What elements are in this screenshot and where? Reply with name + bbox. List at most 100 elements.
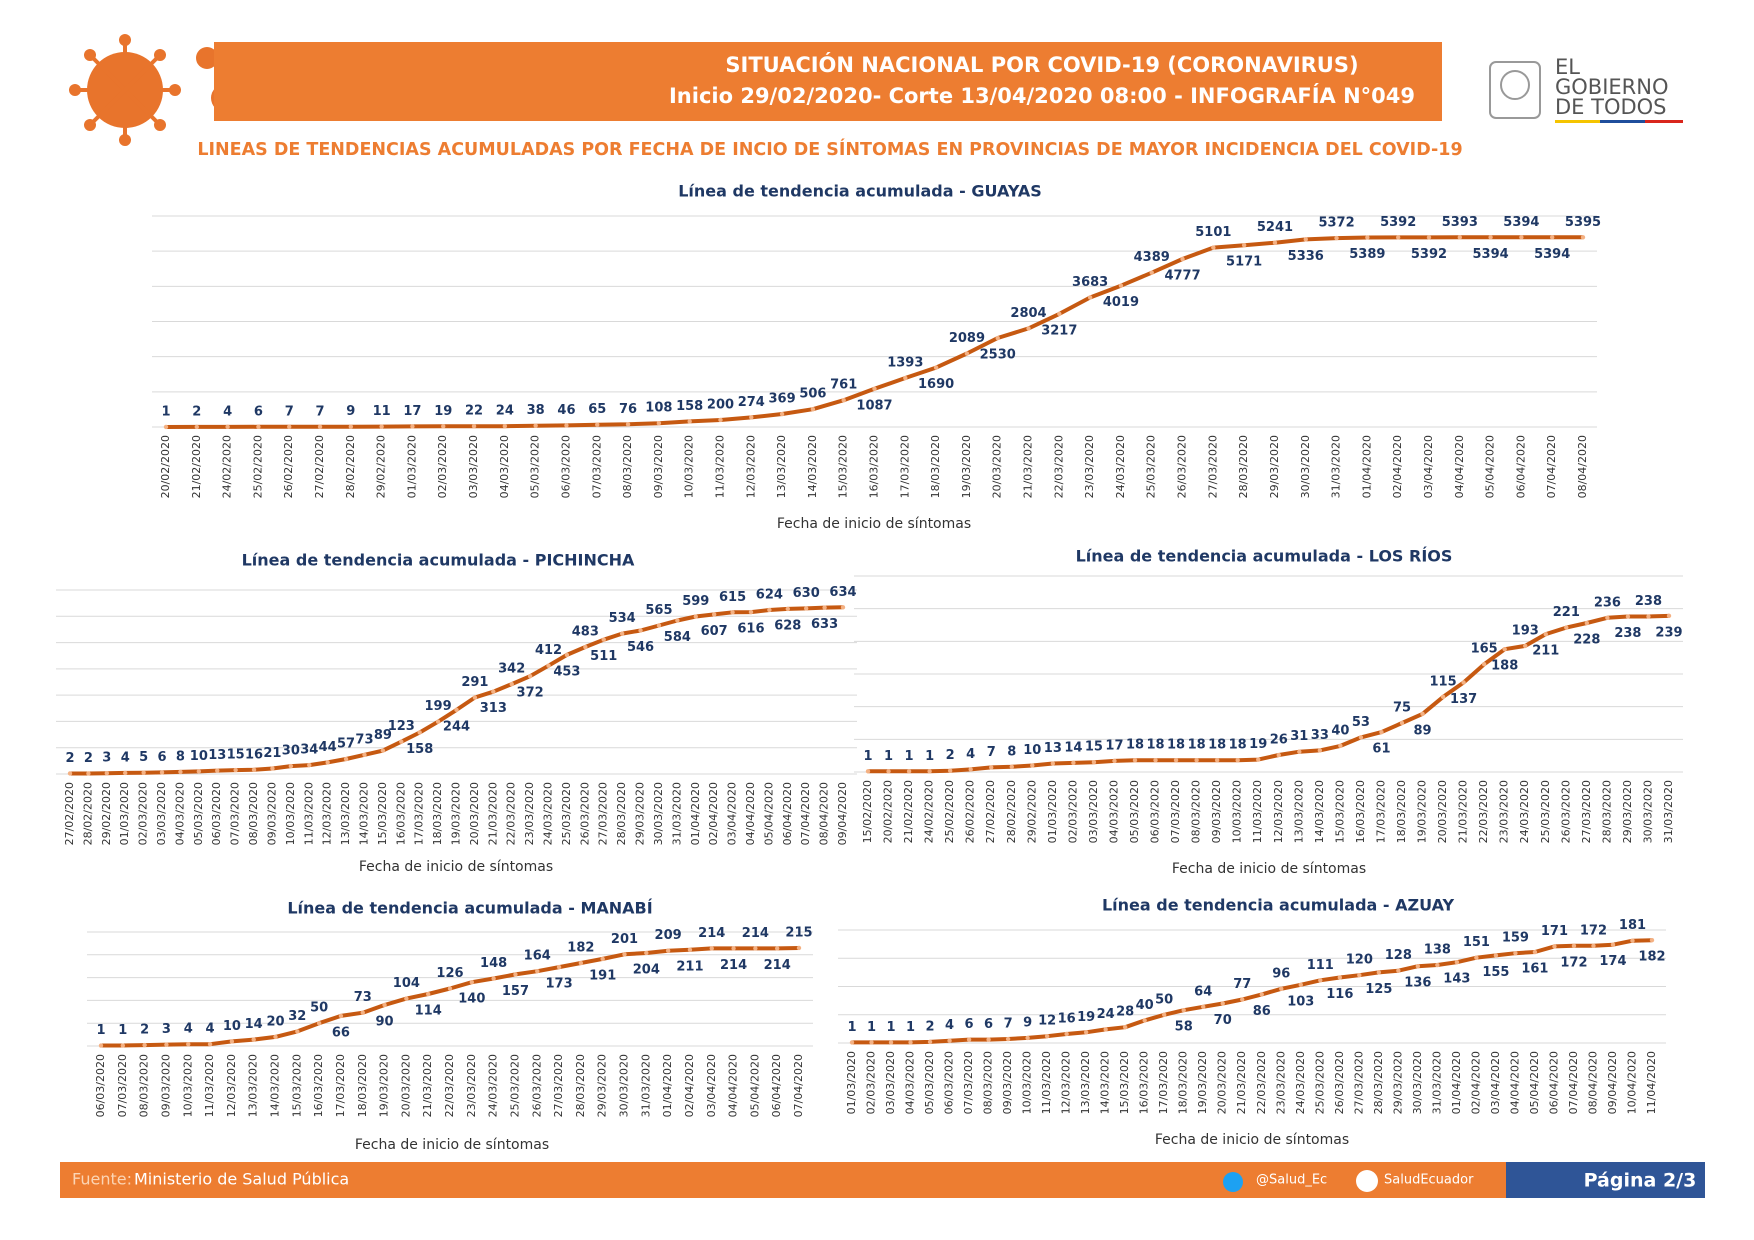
data-label: 65 xyxy=(588,402,606,417)
x-tick-label: 06/04/2020 xyxy=(781,782,794,845)
data-label: 89 xyxy=(374,728,392,743)
data-label: 75 xyxy=(1393,701,1411,716)
chart-title: Línea de tendencia acumulada - PICHINCHA xyxy=(242,551,635,570)
x-tick-label: 31/03/2020 xyxy=(670,782,683,845)
data-label: 2089 xyxy=(949,331,985,346)
logo: EL GOBIERNO DE TODOS xyxy=(1489,55,1683,123)
data-label: 18 xyxy=(1167,738,1185,753)
point xyxy=(1005,1036,1011,1042)
point xyxy=(472,695,478,700)
point xyxy=(1552,944,1557,949)
point xyxy=(1395,235,1401,240)
data-label: 182 xyxy=(567,941,594,956)
x-tick-label: 04/03/2020 xyxy=(498,435,511,498)
point xyxy=(256,424,261,429)
point xyxy=(425,991,431,997)
data-label: 5394 xyxy=(1534,247,1570,262)
x-tick-label: 13/03/2020 xyxy=(1079,1051,1092,1114)
data-label: 5241 xyxy=(1257,220,1293,235)
data-label: 18 xyxy=(1188,738,1206,753)
point xyxy=(1087,295,1093,300)
data-label: 174 xyxy=(1599,954,1626,969)
x-tick-label: 16/03/2020 xyxy=(1354,780,1367,843)
x-tick-label: 08/04/2020 xyxy=(1576,435,1589,498)
data-label: 1 xyxy=(884,749,893,764)
data-label: 7 xyxy=(987,745,996,760)
point xyxy=(348,424,354,429)
data-label: 483 xyxy=(572,625,599,640)
point xyxy=(1303,237,1308,242)
x-tick-label: 21/03/2020 xyxy=(486,782,499,845)
point xyxy=(995,335,1000,341)
x-tick-label: 25/03/2020 xyxy=(1313,1051,1326,1114)
point xyxy=(196,769,202,774)
data-label: 5372 xyxy=(1318,216,1354,231)
data-label: 565 xyxy=(645,603,672,618)
data-label: 274 xyxy=(738,395,765,410)
x-tick-label: 15/02/2020 xyxy=(861,780,874,843)
point xyxy=(469,979,475,985)
point xyxy=(1112,758,1117,764)
x-axis-title: Fecha de inicio de síntomas xyxy=(359,859,553,875)
point xyxy=(1318,978,1323,983)
x-tick-label: 11/04/2020 xyxy=(1645,1051,1658,1114)
data-label: 239 xyxy=(1655,625,1682,640)
data-label: 1 xyxy=(96,1023,105,1038)
x-tick-label: 03/04/2020 xyxy=(705,1054,718,1117)
data-label: 46 xyxy=(557,403,575,418)
point xyxy=(656,623,662,628)
point xyxy=(709,946,714,951)
data-label: 14 xyxy=(1064,740,1082,755)
point xyxy=(1415,963,1421,969)
data-label: 1 xyxy=(161,404,170,419)
data-label: 33 xyxy=(1311,728,1329,743)
point xyxy=(810,407,816,412)
point xyxy=(601,637,606,642)
x-tick-label: 26/02/2020 xyxy=(282,435,295,498)
x-tick-label: 01/03/2020 xyxy=(845,1051,858,1114)
point xyxy=(1365,235,1370,240)
x-tick-label: 26/03/2020 xyxy=(1176,435,1189,498)
point xyxy=(399,739,404,744)
x-tick-label: 09/04/2020 xyxy=(836,782,849,845)
point xyxy=(748,609,754,615)
data-label: 164 xyxy=(524,949,551,964)
point xyxy=(251,1037,256,1042)
point xyxy=(1625,614,1631,619)
point xyxy=(578,960,584,966)
data-label: 108 xyxy=(645,401,672,416)
point xyxy=(1461,680,1466,685)
point xyxy=(1180,256,1185,262)
point xyxy=(1083,1030,1089,1035)
data-label: 584 xyxy=(664,630,691,645)
point xyxy=(1440,694,1446,700)
point xyxy=(1103,1027,1108,1032)
point xyxy=(947,1038,952,1043)
point xyxy=(1030,763,1035,768)
point xyxy=(1259,992,1264,997)
data-label: 4019 xyxy=(1103,295,1139,310)
x-tick-label: 07/04/2020 xyxy=(1545,435,1558,498)
point xyxy=(785,606,790,612)
x-tick-label: 02/04/2020 xyxy=(683,1054,696,1117)
point xyxy=(163,424,169,430)
point xyxy=(888,1040,894,1045)
data-label: 123 xyxy=(388,719,415,734)
x-tick-label: 30/03/2020 xyxy=(1299,435,1312,498)
footer-band xyxy=(60,1162,1506,1198)
data-label: 313 xyxy=(480,701,507,716)
data-label: 18 xyxy=(1229,738,1247,753)
data-label: 16 xyxy=(245,747,263,762)
logo-text: EL xyxy=(1555,55,1580,79)
point xyxy=(1149,270,1154,275)
x-tick-label: 21/03/2020 xyxy=(421,1054,434,1117)
x-tick-label: 13/03/2020 xyxy=(339,782,352,845)
data-label: 17 xyxy=(1105,738,1123,753)
data-label: 244 xyxy=(443,719,470,734)
point xyxy=(317,424,323,429)
x-tick-label: 10/03/2020 xyxy=(683,435,696,498)
point xyxy=(822,605,827,610)
point xyxy=(849,1040,855,1045)
point xyxy=(1026,326,1031,331)
header-subtitle: Inicio 29/02/2020- Corte 13/04/2020 08:0… xyxy=(669,83,1415,108)
